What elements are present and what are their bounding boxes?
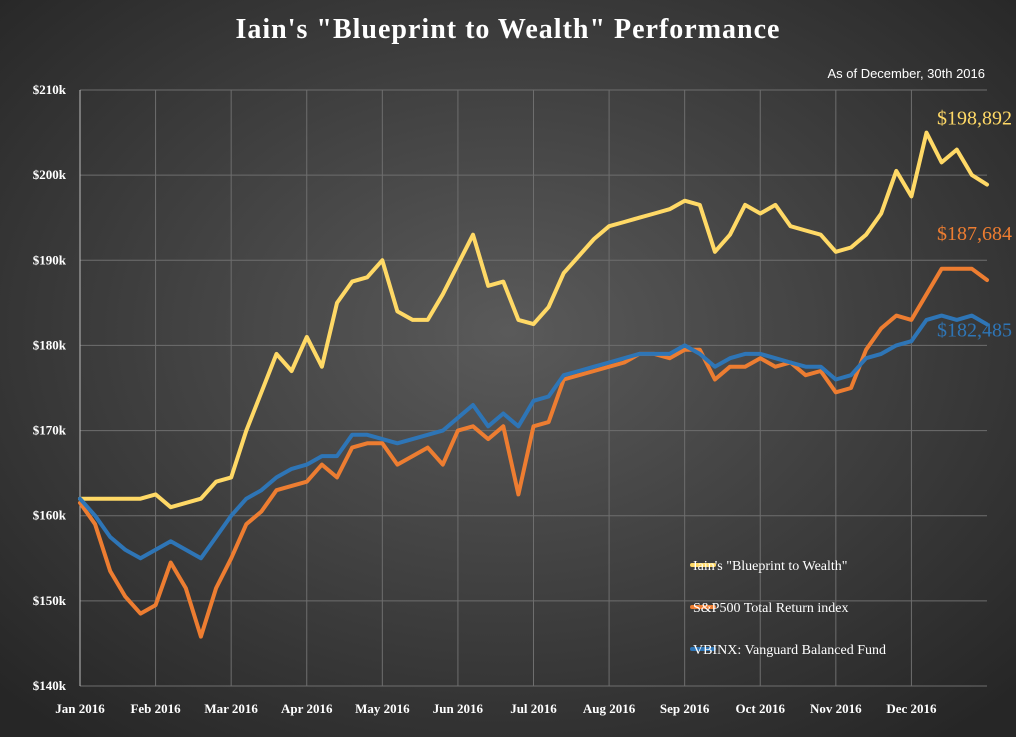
chart-subtitle: As of December, 30th 2016: [827, 66, 985, 81]
x-tick-label: Feb 2016: [130, 701, 181, 716]
legend-label: VBINX: Vanguard Balanced Fund: [693, 643, 886, 658]
x-tick-label: Sep 2016: [660, 701, 710, 716]
x-tick-label: Aug 2016: [583, 701, 636, 716]
chart-title: Iain's "Blueprint to Wealth" Performance: [236, 14, 781, 45]
y-tick-label: $160k: [33, 508, 67, 523]
end-label: $182,485: [937, 319, 1012, 341]
y-tick-label: $210k: [33, 82, 67, 97]
x-tick-label: Jan 2016: [55, 701, 105, 716]
end-label: $198,892: [937, 108, 1012, 130]
x-tick-label: Dec 2016: [886, 701, 937, 716]
y-tick-label: $140k: [33, 678, 67, 693]
series-line: [78, 130, 989, 510]
x-tick-label: Mar 2016: [204, 701, 258, 716]
legend-label: S&P500 Total Return index: [693, 601, 848, 616]
x-tick-label: Apr 2016: [281, 701, 333, 716]
x-tick-label: May 2016: [355, 701, 410, 716]
x-tick-label: Jul 2016: [510, 701, 557, 716]
series-line: [78, 313, 989, 561]
y-tick-label: $200k: [33, 167, 67, 182]
end-label: $187,684: [937, 223, 1012, 245]
series-line: [78, 266, 989, 639]
x-tick-label: Nov 2016: [810, 701, 862, 716]
y-tick-label: $190k: [33, 252, 67, 267]
y-tick-label: $170k: [33, 423, 67, 438]
legend-label: Iain's "Blueprint to Wealth": [693, 559, 848, 574]
x-tick-label: Jun 2016: [433, 701, 484, 716]
x-tick-label: Oct 2016: [736, 701, 786, 716]
y-tick-label: $150k: [33, 593, 67, 608]
y-tick-label: $180k: [33, 337, 67, 352]
